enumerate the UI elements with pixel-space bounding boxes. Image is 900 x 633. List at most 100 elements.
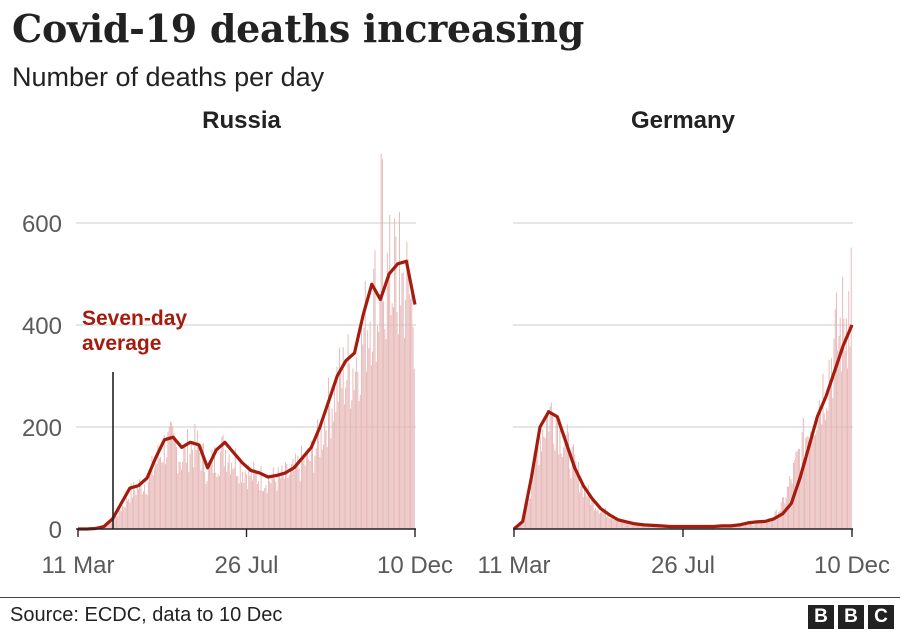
daily-bar (250, 467, 252, 529)
daily-bar (179, 461, 181, 529)
daily-bar (804, 460, 805, 529)
daily-bar (622, 520, 624, 529)
daily-bar (115, 516, 117, 529)
daily-bar (223, 466, 225, 529)
daily-bar (283, 478, 285, 529)
daily-bar (252, 480, 253, 529)
daily-bar (229, 474, 231, 529)
daily-bar (336, 366, 338, 529)
daily-bar (109, 519, 111, 529)
daily-bar (195, 450, 197, 529)
daily-bar (309, 461, 311, 529)
daily-bar (722, 527, 724, 529)
daily-bar (588, 494, 590, 529)
daily-bar (354, 371, 356, 529)
daily-bar (147, 482, 149, 529)
daily-bar (842, 276, 844, 529)
daily-bar (124, 507, 126, 529)
daily-bar (813, 435, 815, 529)
daily-bar (141, 494, 143, 529)
daily-bar (761, 520, 762, 529)
daily-bar (702, 527, 703, 529)
daily-bar (245, 474, 247, 529)
x-tick-label: 11 Mar (42, 552, 115, 579)
daily-bar (200, 470, 202, 529)
daily-bar (800, 471, 802, 529)
daily-bar (218, 475, 220, 529)
daily-bar (764, 523, 766, 529)
daily-bar (178, 461, 180, 529)
daily-bar (155, 463, 157, 529)
daily-bar (294, 453, 296, 529)
daily-bar (768, 518, 770, 529)
daily-bar (618, 520, 620, 529)
daily-bar (348, 363, 350, 529)
daily-bar (236, 476, 237, 529)
daily-bar (237, 476, 239, 529)
daily-bar (327, 377, 329, 529)
daily-bar (372, 351, 374, 529)
daily-bar (167, 432, 169, 529)
daily-bar (280, 478, 282, 529)
daily-bar (627, 521, 628, 529)
daily-bar (843, 318, 845, 529)
daily-bar (131, 497, 133, 529)
daily-bar (369, 321, 371, 529)
daily-bar (276, 490, 278, 529)
daily-bar (568, 432, 569, 529)
daily-bar (222, 434, 224, 529)
daily-bar (634, 524, 636, 529)
annotation-label: Seven-day (82, 307, 187, 330)
daily-bar (106, 523, 108, 529)
daily-bar (753, 524, 755, 529)
daily-bar (563, 447, 565, 529)
daily-bar (529, 498, 531, 529)
daily-bar (810, 431, 812, 529)
daily-bar (397, 334, 399, 529)
daily-bar (772, 519, 774, 529)
daily-bar (171, 423, 173, 529)
daily-bar (539, 437, 541, 529)
daily-bar (549, 406, 551, 529)
daily-bar (108, 522, 110, 529)
daily-bar (357, 372, 359, 529)
daily-bar (565, 434, 567, 529)
daily-bar (134, 490, 136, 529)
daily-bar (156, 463, 158, 529)
chart-title: Covid-19 deaths increasing (12, 6, 584, 51)
daily-bar (339, 347, 340, 529)
daily-bar (136, 485, 138, 529)
daily-bar (290, 467, 291, 529)
daily-bar (396, 312, 398, 529)
daily-bar (162, 461, 164, 529)
daily-bar (545, 416, 547, 529)
daily-bar (211, 449, 213, 529)
daily-bar (833, 338, 835, 529)
daily-bar (182, 461, 184, 529)
daily-bar (358, 400, 360, 529)
daily-bar (161, 462, 163, 529)
daily-bar (754, 524, 756, 529)
daily-bar (163, 435, 165, 529)
daily-bar (732, 525, 734, 529)
daily-bar (847, 368, 848, 529)
daily-bar (194, 423, 196, 529)
daily-bar (385, 339, 387, 529)
y-tick-label: 600 (22, 211, 62, 238)
daily-bar (198, 444, 200, 529)
daily-bar (269, 481, 271, 529)
daily-bar (548, 431, 550, 529)
y-tick-label: 400 (22, 313, 62, 340)
daily-bar (260, 465, 262, 529)
daily-bar (609, 518, 611, 529)
daily-bar (405, 299, 407, 529)
daily-bar (612, 517, 614, 529)
daily-bar (580, 486, 582, 529)
daily-bar (220, 451, 222, 529)
daily-bar (390, 315, 392, 529)
daily-bar (577, 462, 579, 529)
daily-bar (341, 388, 343, 529)
daily-bar (353, 389, 355, 529)
daily-bar (791, 483, 793, 529)
bbc-logo: B B C (808, 605, 894, 629)
